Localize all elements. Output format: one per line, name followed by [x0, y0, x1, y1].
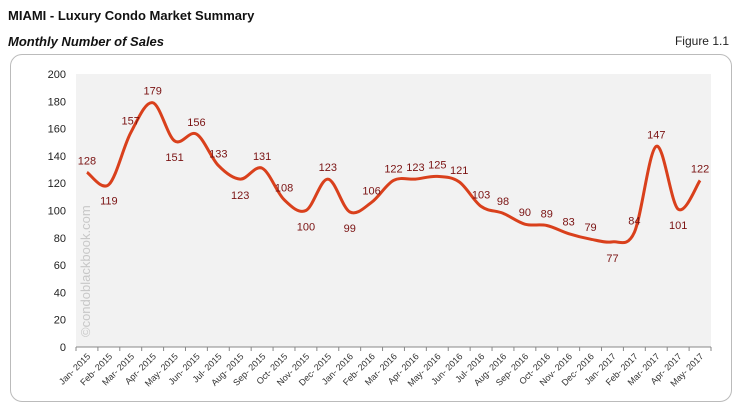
- data-label: 77: [606, 253, 618, 265]
- chart-subtitle: Monthly Number of Sales: [8, 34, 165, 49]
- y-tick-label: 20: [54, 315, 66, 327]
- y-tick-label: 140: [48, 151, 66, 163]
- data-label: 128: [78, 155, 96, 167]
- data-label: 133: [209, 148, 227, 160]
- data-label: 121: [450, 165, 468, 177]
- data-label: 131: [253, 151, 271, 163]
- series-line: [86, 101, 702, 245]
- y-tick-label: 40: [54, 287, 66, 299]
- data-label: 122: [384, 163, 402, 175]
- y-tick-label: 80: [54, 233, 66, 245]
- report-title: MIAMI - Luxury Condo Market Summary: [8, 8, 255, 23]
- y-tick-label: 120: [48, 178, 66, 190]
- data-label: 79: [584, 222, 596, 234]
- data-label: 179: [143, 86, 161, 98]
- data-label: 100: [297, 222, 315, 234]
- data-label: 123: [319, 162, 337, 174]
- data-label: 99: [344, 223, 356, 235]
- y-tick-label: 60: [54, 260, 66, 272]
- data-label: 83: [563, 217, 575, 229]
- data-label: 125: [428, 159, 446, 171]
- y-tick-label: 100: [48, 206, 66, 218]
- y-tick-label: 160: [48, 124, 66, 136]
- data-label: 119: [100, 196, 118, 208]
- figure-label: Figure 1.1: [674, 34, 729, 48]
- plot-area: [76, 74, 711, 347]
- watermark: ©condoblackbook.com: [78, 205, 93, 337]
- data-label: 98: [497, 196, 509, 208]
- y-tick-label: 180: [48, 96, 66, 108]
- chart-frame: [10, 54, 732, 402]
- data-label: 89: [541, 209, 553, 221]
- data-label: 122: [691, 163, 709, 175]
- data-label: 108: [275, 183, 293, 195]
- y-tick-label: 200: [48, 69, 66, 81]
- data-label: 90: [519, 207, 531, 219]
- data-label: 151: [165, 152, 183, 164]
- data-label: 101: [669, 220, 687, 232]
- data-label: 147: [647, 129, 665, 141]
- data-label: 123: [406, 162, 424, 174]
- y-tick-label: 0: [60, 342, 66, 354]
- data-label: 106: [362, 185, 380, 197]
- data-label: 123: [231, 190, 249, 202]
- data-label: 157: [122, 116, 140, 128]
- data-label: 156: [187, 117, 205, 129]
- data-label: 84: [628, 215, 640, 227]
- data-label: 103: [472, 189, 490, 201]
